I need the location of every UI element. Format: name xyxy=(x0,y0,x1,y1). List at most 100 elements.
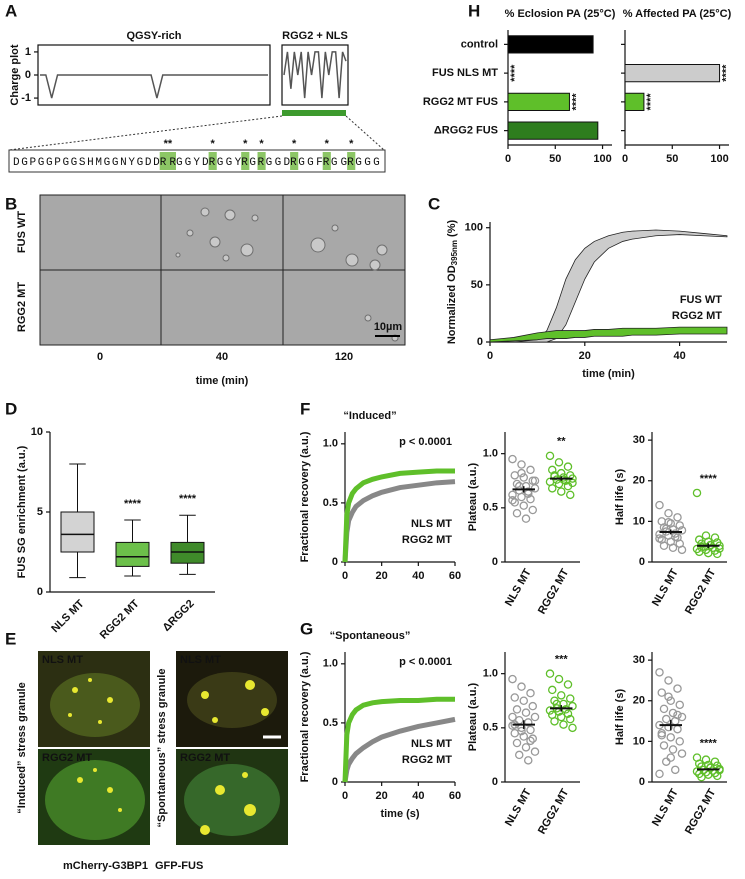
y-axis-label: Charge plot xyxy=(9,44,21,105)
data-point xyxy=(521,514,531,523)
x-tick-label: 0 xyxy=(342,790,348,802)
data-point xyxy=(563,709,573,719)
sequence-segment: R xyxy=(323,157,330,169)
x-tick-label: 40 xyxy=(673,350,685,362)
data-point xyxy=(664,722,673,732)
data-point xyxy=(559,720,568,729)
category-label: RGG2 MT FUS xyxy=(423,96,498,108)
data-point xyxy=(566,490,575,500)
sequence-segment: GGY xyxy=(217,157,242,169)
y-tick-label: 0 xyxy=(332,776,338,788)
sequence-segment: GGD xyxy=(266,157,291,169)
y-tick-label: 1.0 xyxy=(483,448,498,460)
data-point xyxy=(508,454,517,464)
series-band xyxy=(489,326,728,343)
data-point xyxy=(666,733,676,742)
x-axis-label: time (min) xyxy=(582,368,635,380)
series-line xyxy=(342,468,455,563)
data-point xyxy=(554,479,564,489)
data-point xyxy=(675,700,685,710)
y-axis-label: Plateau (a.u.) xyxy=(467,462,479,531)
data-point xyxy=(668,745,678,754)
data-point xyxy=(510,498,519,507)
sequence-segment: G xyxy=(249,157,256,169)
legend-entry: RGG2 MT xyxy=(402,754,452,766)
residue-highlight xyxy=(159,152,176,170)
data-point xyxy=(526,736,535,746)
data-point xyxy=(662,757,671,766)
significance: ** xyxy=(557,436,566,448)
data-point xyxy=(671,765,680,775)
data-point xyxy=(695,535,704,544)
row-label: RGG2 MT xyxy=(16,282,28,332)
panel-letter: E xyxy=(5,629,16,648)
x-tick-label: RGG2 MT xyxy=(683,787,719,837)
annotation: p < 0.0001 xyxy=(399,436,452,448)
sequence-segment: R xyxy=(258,157,265,169)
y-tick-label: 10 xyxy=(633,735,645,747)
data-point xyxy=(675,521,685,530)
data-point xyxy=(550,717,559,726)
data-point xyxy=(519,501,529,510)
data-point xyxy=(710,533,720,542)
y-tick-label: 0 xyxy=(639,776,645,788)
y-tick-label: 1.0 xyxy=(323,438,338,450)
data-point xyxy=(526,465,535,475)
data-point xyxy=(519,473,529,482)
series-line xyxy=(40,74,268,99)
chart-title: % Eclosion PA (25°C) xyxy=(505,8,616,20)
x-tick-label: NLS MT xyxy=(650,567,681,609)
data-point xyxy=(563,462,573,471)
x-tick-label: NLS MT xyxy=(49,598,87,636)
data-point xyxy=(668,708,678,718)
legend-entry: RGG2 MT xyxy=(672,310,722,322)
series-line xyxy=(342,716,456,783)
legend-entry: NLS MT xyxy=(411,518,452,530)
x-tick-label: RGG2 MT xyxy=(683,567,719,617)
data-point xyxy=(530,747,540,756)
residue-highlight xyxy=(290,152,299,170)
sequence-segment: R xyxy=(209,157,216,169)
data-point xyxy=(697,543,706,552)
data-point xyxy=(557,487,566,496)
time-label: 40 xyxy=(216,351,228,363)
data-point xyxy=(545,451,555,461)
row-label: FUS WT xyxy=(16,211,28,253)
time-label: 120 xyxy=(335,351,353,363)
data-point xyxy=(657,688,667,697)
chart-title: % Affected PA (25°C) xyxy=(623,8,732,20)
zoom-line xyxy=(8,115,283,151)
y-tick-label: 1 xyxy=(25,46,31,58)
data-point xyxy=(510,693,519,702)
cell-label: NLS MT xyxy=(180,654,221,666)
data-point xyxy=(524,756,533,765)
data-point xyxy=(668,543,678,553)
x-tick-label: ΔRGG2 xyxy=(161,598,197,634)
y-axis-label: Half life (s) xyxy=(614,469,626,526)
cell-label: RGG2 MT xyxy=(180,752,230,764)
y-tick-label: 0 xyxy=(25,69,31,81)
x-axis-label: time (s) xyxy=(380,808,419,820)
data-point xyxy=(695,547,704,557)
chart-title: “Spontaneous” xyxy=(330,630,411,642)
data-point xyxy=(528,505,538,515)
data-point xyxy=(677,526,687,535)
data-point xyxy=(554,458,564,467)
x-tick-label: NLS MT xyxy=(650,787,681,829)
sequence-segment: GG xyxy=(331,157,347,169)
y-tick-label: 30 xyxy=(633,654,645,666)
data-point xyxy=(515,716,524,725)
data-point xyxy=(568,701,577,711)
data-point xyxy=(517,492,526,502)
box xyxy=(60,511,95,553)
data-point xyxy=(713,549,722,559)
x-tick-label: 50 xyxy=(549,153,561,165)
rgg2-region-bar xyxy=(282,110,346,116)
y-tick-label: 100 xyxy=(465,222,483,234)
data-point xyxy=(519,696,529,706)
data-point xyxy=(517,726,526,736)
category-label: FUS NLS MT xyxy=(432,67,498,79)
data-point xyxy=(517,460,526,469)
sequence-segment: GGYD xyxy=(176,157,209,169)
residue-highlight xyxy=(257,152,266,170)
